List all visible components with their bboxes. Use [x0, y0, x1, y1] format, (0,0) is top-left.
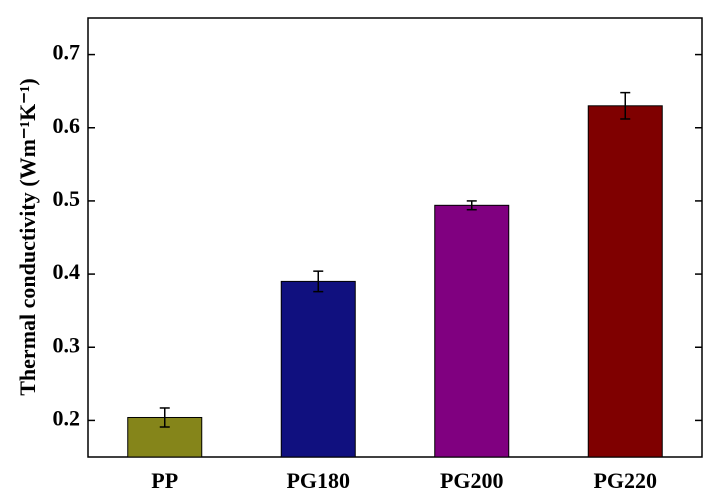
- y-tick-label: 0.6: [53, 113, 81, 138]
- x-tick-label: PG200: [440, 468, 504, 493]
- y-tick-label: 0.3: [53, 332, 81, 357]
- y-axis-label: Thermal conductivity (Wm⁻¹K⁻¹): [15, 78, 40, 396]
- bar: [434, 204, 510, 458]
- bar: [280, 280, 356, 458]
- x-tick-label: PG180: [286, 468, 350, 493]
- y-tick-label: 0.2: [53, 405, 81, 430]
- y-tick-label: 0.7: [53, 40, 81, 65]
- x-tick-label: PP: [151, 468, 178, 493]
- x-tick-label: PG220: [593, 468, 657, 493]
- y-tick-label: 0.5: [53, 186, 81, 211]
- plot-frame: [87, 17, 703, 458]
- y-tick-label: 0.4: [53, 259, 81, 284]
- bar: [587, 105, 663, 458]
